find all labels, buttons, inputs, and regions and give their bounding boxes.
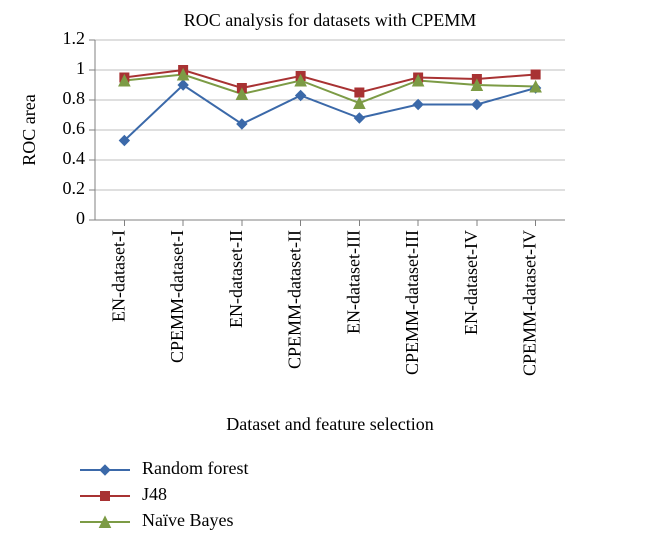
x-axis-label: Dataset and feature selection — [226, 414, 433, 434]
series-marker — [531, 70, 540, 79]
series-marker — [296, 91, 306, 101]
x-tick-label: EN-dataset-II — [226, 230, 246, 328]
legend-label: J48 — [142, 484, 167, 504]
roc-line-chart: 0 0.2 0.4 0.6 0.8 1 1.2 EN-dataset-I CPEMM-datas… — [0, 0, 650, 549]
legend-label: Random forest — [142, 458, 248, 478]
y-tick-label: 0.4 — [63, 148, 86, 168]
y-tick-label: 0.6 — [63, 118, 86, 138]
series-marker — [413, 100, 423, 110]
chart-title: ROC analysis for datasets with CPEMM — [184, 10, 477, 30]
y-axis-label: ROC area — [19, 94, 39, 165]
y-tick-label: 0.2 — [63, 178, 86, 198]
y-tick-label: 1.2 — [63, 28, 86, 48]
x-tick-label: EN-dataset-IV — [461, 230, 481, 335]
series-marker — [354, 98, 365, 109]
x-tick-label: EN-dataset-I — [108, 230, 128, 322]
series-marker — [354, 113, 364, 123]
x-tick-label: CPEMM-dataset-II — [285, 230, 305, 369]
y-tick-label: 0 — [76, 208, 85, 228]
x-tick-label: CPEMM-dataset-I — [167, 230, 187, 363]
legend-label: Naïve Bayes — [142, 510, 233, 530]
legend-marker — [101, 492, 110, 501]
y-tick-label: 0.8 — [63, 88, 86, 108]
legend-marker — [100, 465, 110, 475]
x-tick-label: EN-dataset-III — [343, 230, 363, 334]
series-line — [124, 85, 535, 141]
x-tick-label: CPEMM-dataset-III — [402, 230, 422, 375]
series-marker — [472, 100, 482, 110]
y-tick-label: 1 — [76, 58, 85, 78]
x-tick-label: CPEMM-dataset-IV — [520, 230, 540, 376]
chart-container: 0 0.2 0.4 0.6 0.8 1 1.2 EN-dataset-I CPEMM-datas… — [0, 0, 650, 549]
series-marker — [355, 88, 364, 97]
